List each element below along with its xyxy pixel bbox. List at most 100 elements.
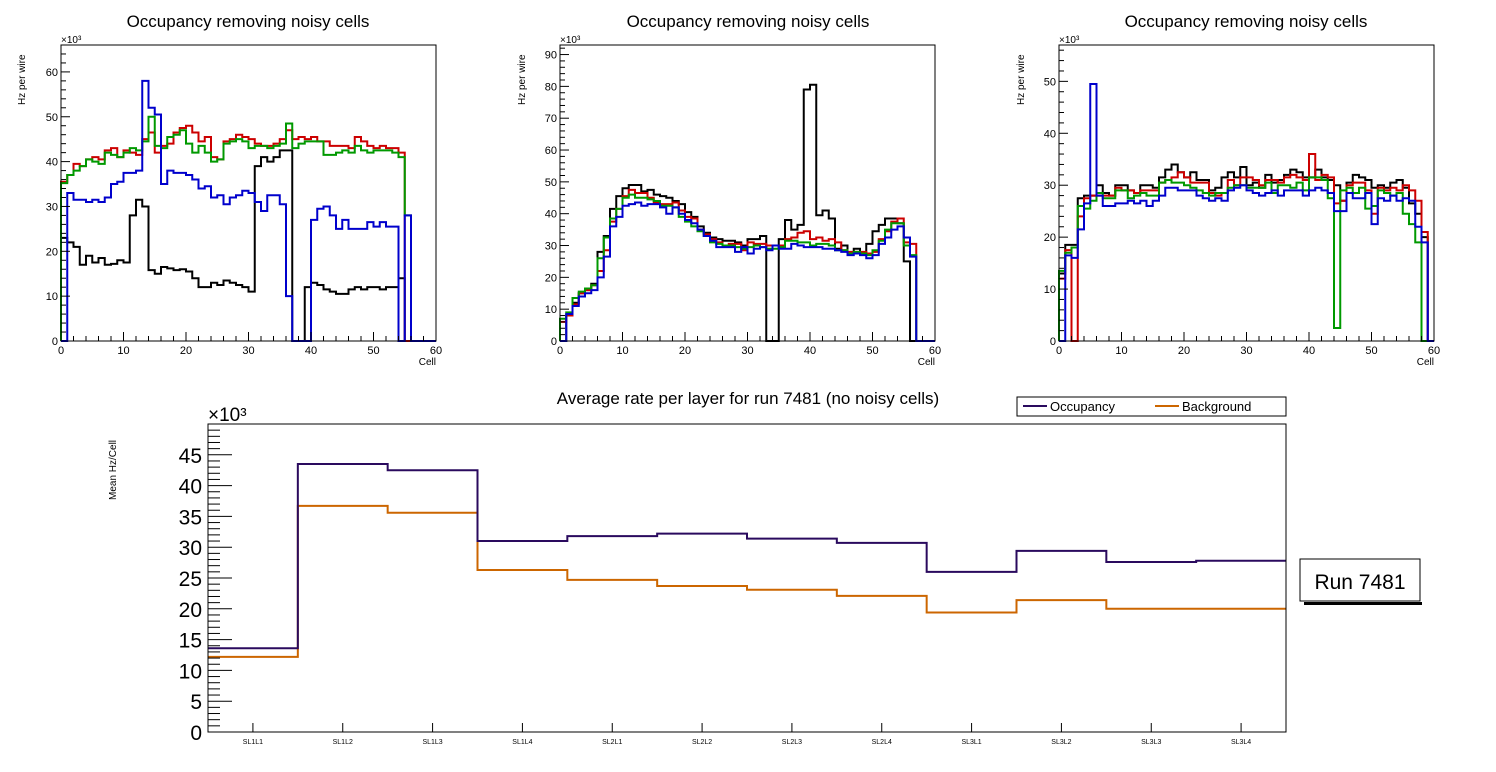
x-category-label: SL1L4	[512, 739, 532, 746]
panel-2-xlabel: Cell	[918, 357, 935, 368]
x-tick-label: 60	[430, 345, 442, 357]
y-tick-label: 40	[1044, 128, 1056, 140]
x-tick-label: 50	[1365, 345, 1377, 357]
occupancy-panel-1: Occupancy removing noisy cells ×10³ Hz p…	[17, 12, 442, 368]
panel-1-xlabel: Cell	[419, 357, 436, 368]
x-tick-label: 60	[929, 345, 941, 357]
x-tick-label: 0	[557, 345, 563, 357]
panel-3-ylabel: Hz per wire	[1016, 54, 1027, 105]
y-tick-label: 40	[545, 209, 557, 221]
run-annotation-box	[1299, 558, 1421, 602]
x-tick-label: 50	[866, 345, 878, 357]
y-tick-label: 20	[179, 599, 202, 622]
x-tick-label: 10	[1115, 345, 1127, 357]
x-category-label: SL1L2	[333, 739, 353, 746]
x-tick-label: 20	[679, 345, 691, 357]
x-category-label: SL2L4	[872, 739, 892, 746]
run-annotation-text: Run 7481	[1314, 571, 1405, 594]
y-tick-label: 30	[1044, 180, 1056, 192]
panel-2-series	[559, 83, 935, 342]
layer-rate-y-multiplier: ×10³	[208, 405, 247, 426]
x-category-label: SL2L1	[602, 739, 622, 746]
panel-1-frame	[60, 44, 437, 342]
y-tick-label: 40	[46, 157, 58, 169]
panel-2-title: Occupancy removing noisy cells	[627, 12, 870, 31]
legend-box	[1016, 396, 1287, 417]
y-tick-label: 80	[545, 81, 557, 93]
x-tick-label: 30	[741, 345, 753, 357]
panel-2-axes: 0 10 20 30 40 50 60 0 10 20 30 40 50 60 70 80 90	[545, 47, 941, 357]
occupancy-panel-3: Occupancy removing noisy cells ×10³ Hz p…	[1016, 12, 1440, 368]
panel-1-y-multiplier: ×10³	[61, 35, 82, 46]
x-tick-label: 30	[242, 345, 254, 357]
y-tick-label: 50	[545, 177, 557, 189]
y-tick-label: 0	[1050, 336, 1056, 348]
x-tick-label: 30	[1240, 345, 1252, 357]
y-tick-label: 35	[179, 506, 202, 529]
panel-1-series-black	[60, 149, 436, 342]
y-tick-label: 30	[179, 537, 202, 560]
panel-3-axes: 0 10 20 30 40 50 60 0 10 20 30 40 50	[1044, 49, 1440, 357]
panel-3-series	[1058, 82, 1434, 342]
y-tick-label: 0	[551, 336, 557, 348]
y-tick-label: 20	[1044, 232, 1056, 244]
x-tick-label: 20	[1178, 345, 1190, 357]
x-category-label: SL3L2	[1051, 739, 1071, 746]
y-tick-label: 25	[179, 568, 202, 591]
panel-1-series-blue	[61, 79, 436, 342]
y-tick-label: 30	[46, 201, 58, 213]
y-tick-label: 70	[545, 113, 557, 125]
x-tick-label: 10	[117, 345, 129, 357]
layer-rate-series	[208, 463, 1286, 658]
y-tick-label: 0	[52, 336, 58, 348]
y-tick-label: 10	[1044, 284, 1056, 296]
y-tick-label: 30	[545, 241, 557, 253]
x-tick-label: 10	[616, 345, 628, 357]
x-tick-label: 0	[1056, 345, 1062, 357]
y-tick-label: 15	[179, 630, 202, 653]
legend-background-label: Background	[1182, 399, 1251, 414]
run-annotation: Run 7481	[1299, 558, 1422, 605]
y-tick-label: 20	[545, 272, 557, 284]
y-tick-label: 0	[190, 722, 202, 745]
layer-rate-ylabel: Mean Hz/Cell	[108, 440, 119, 500]
layer-rate-panel: Average rate per layer for run 7481 (no …	[108, 389, 1422, 746]
y-tick-label: 10	[545, 304, 557, 316]
layer-rate-frame	[207, 423, 1287, 733]
panel-2-ylabel: Hz per wire	[517, 54, 528, 105]
panel-2-y-multiplier: ×10³	[560, 35, 581, 46]
x-category-label: SL1L1	[243, 739, 263, 746]
x-category-label: SL1L3	[422, 739, 442, 746]
y-tick-label: 5	[190, 691, 202, 714]
run-annotation-shadow	[1304, 602, 1422, 605]
y-tick-label: 50	[1044, 76, 1056, 88]
legend: Occupancy Background	[1016, 396, 1287, 417]
y-tick-label: 45	[179, 445, 202, 468]
panel-3-title: Occupancy removing noisy cells	[1125, 12, 1368, 31]
layer-rate-axes: SL1L1 SL1L2 SL1L3 SL1L4 SL2L1 SL2L2 SL2L3 SL2L4…	[179, 423, 1251, 746]
panel-1-ylabel: Hz per wire	[17, 54, 28, 105]
x-category-label: SL3L1	[961, 739, 981, 746]
y-tick-label: 10	[46, 291, 58, 303]
panel-3-xlabel: Cell	[1417, 357, 1434, 368]
y-tick-label: 60	[545, 145, 557, 157]
layer-rate-series-background	[208, 504, 1286, 658]
x-tick-label: 20	[180, 345, 192, 357]
panel-1-title: Occupancy removing noisy cells	[127, 12, 370, 31]
panel-1-series-green	[60, 115, 436, 342]
y-tick-label: 20	[46, 246, 58, 258]
x-category-label: SL2L2	[692, 739, 712, 746]
x-tick-label: 40	[804, 345, 816, 357]
legend-occupancy-label: Occupancy	[1050, 399, 1116, 414]
panel-3-y-multiplier: ×10³	[1059, 35, 1080, 46]
panel-3-series-black	[1058, 163, 1434, 342]
x-category-label: SL3L3	[1141, 739, 1161, 746]
panel-1-series-red	[60, 124, 436, 342]
x-tick-label: 60	[1428, 345, 1440, 357]
panel-1-series	[60, 79, 436, 342]
occupancy-panel-2: Occupancy removing noisy cells ×10³ Hz p…	[517, 12, 941, 368]
y-tick-label: 10	[179, 660, 202, 683]
y-tick-label: 60	[46, 67, 58, 79]
x-tick-label: 50	[367, 345, 379, 357]
y-tick-label: 40	[179, 476, 202, 499]
